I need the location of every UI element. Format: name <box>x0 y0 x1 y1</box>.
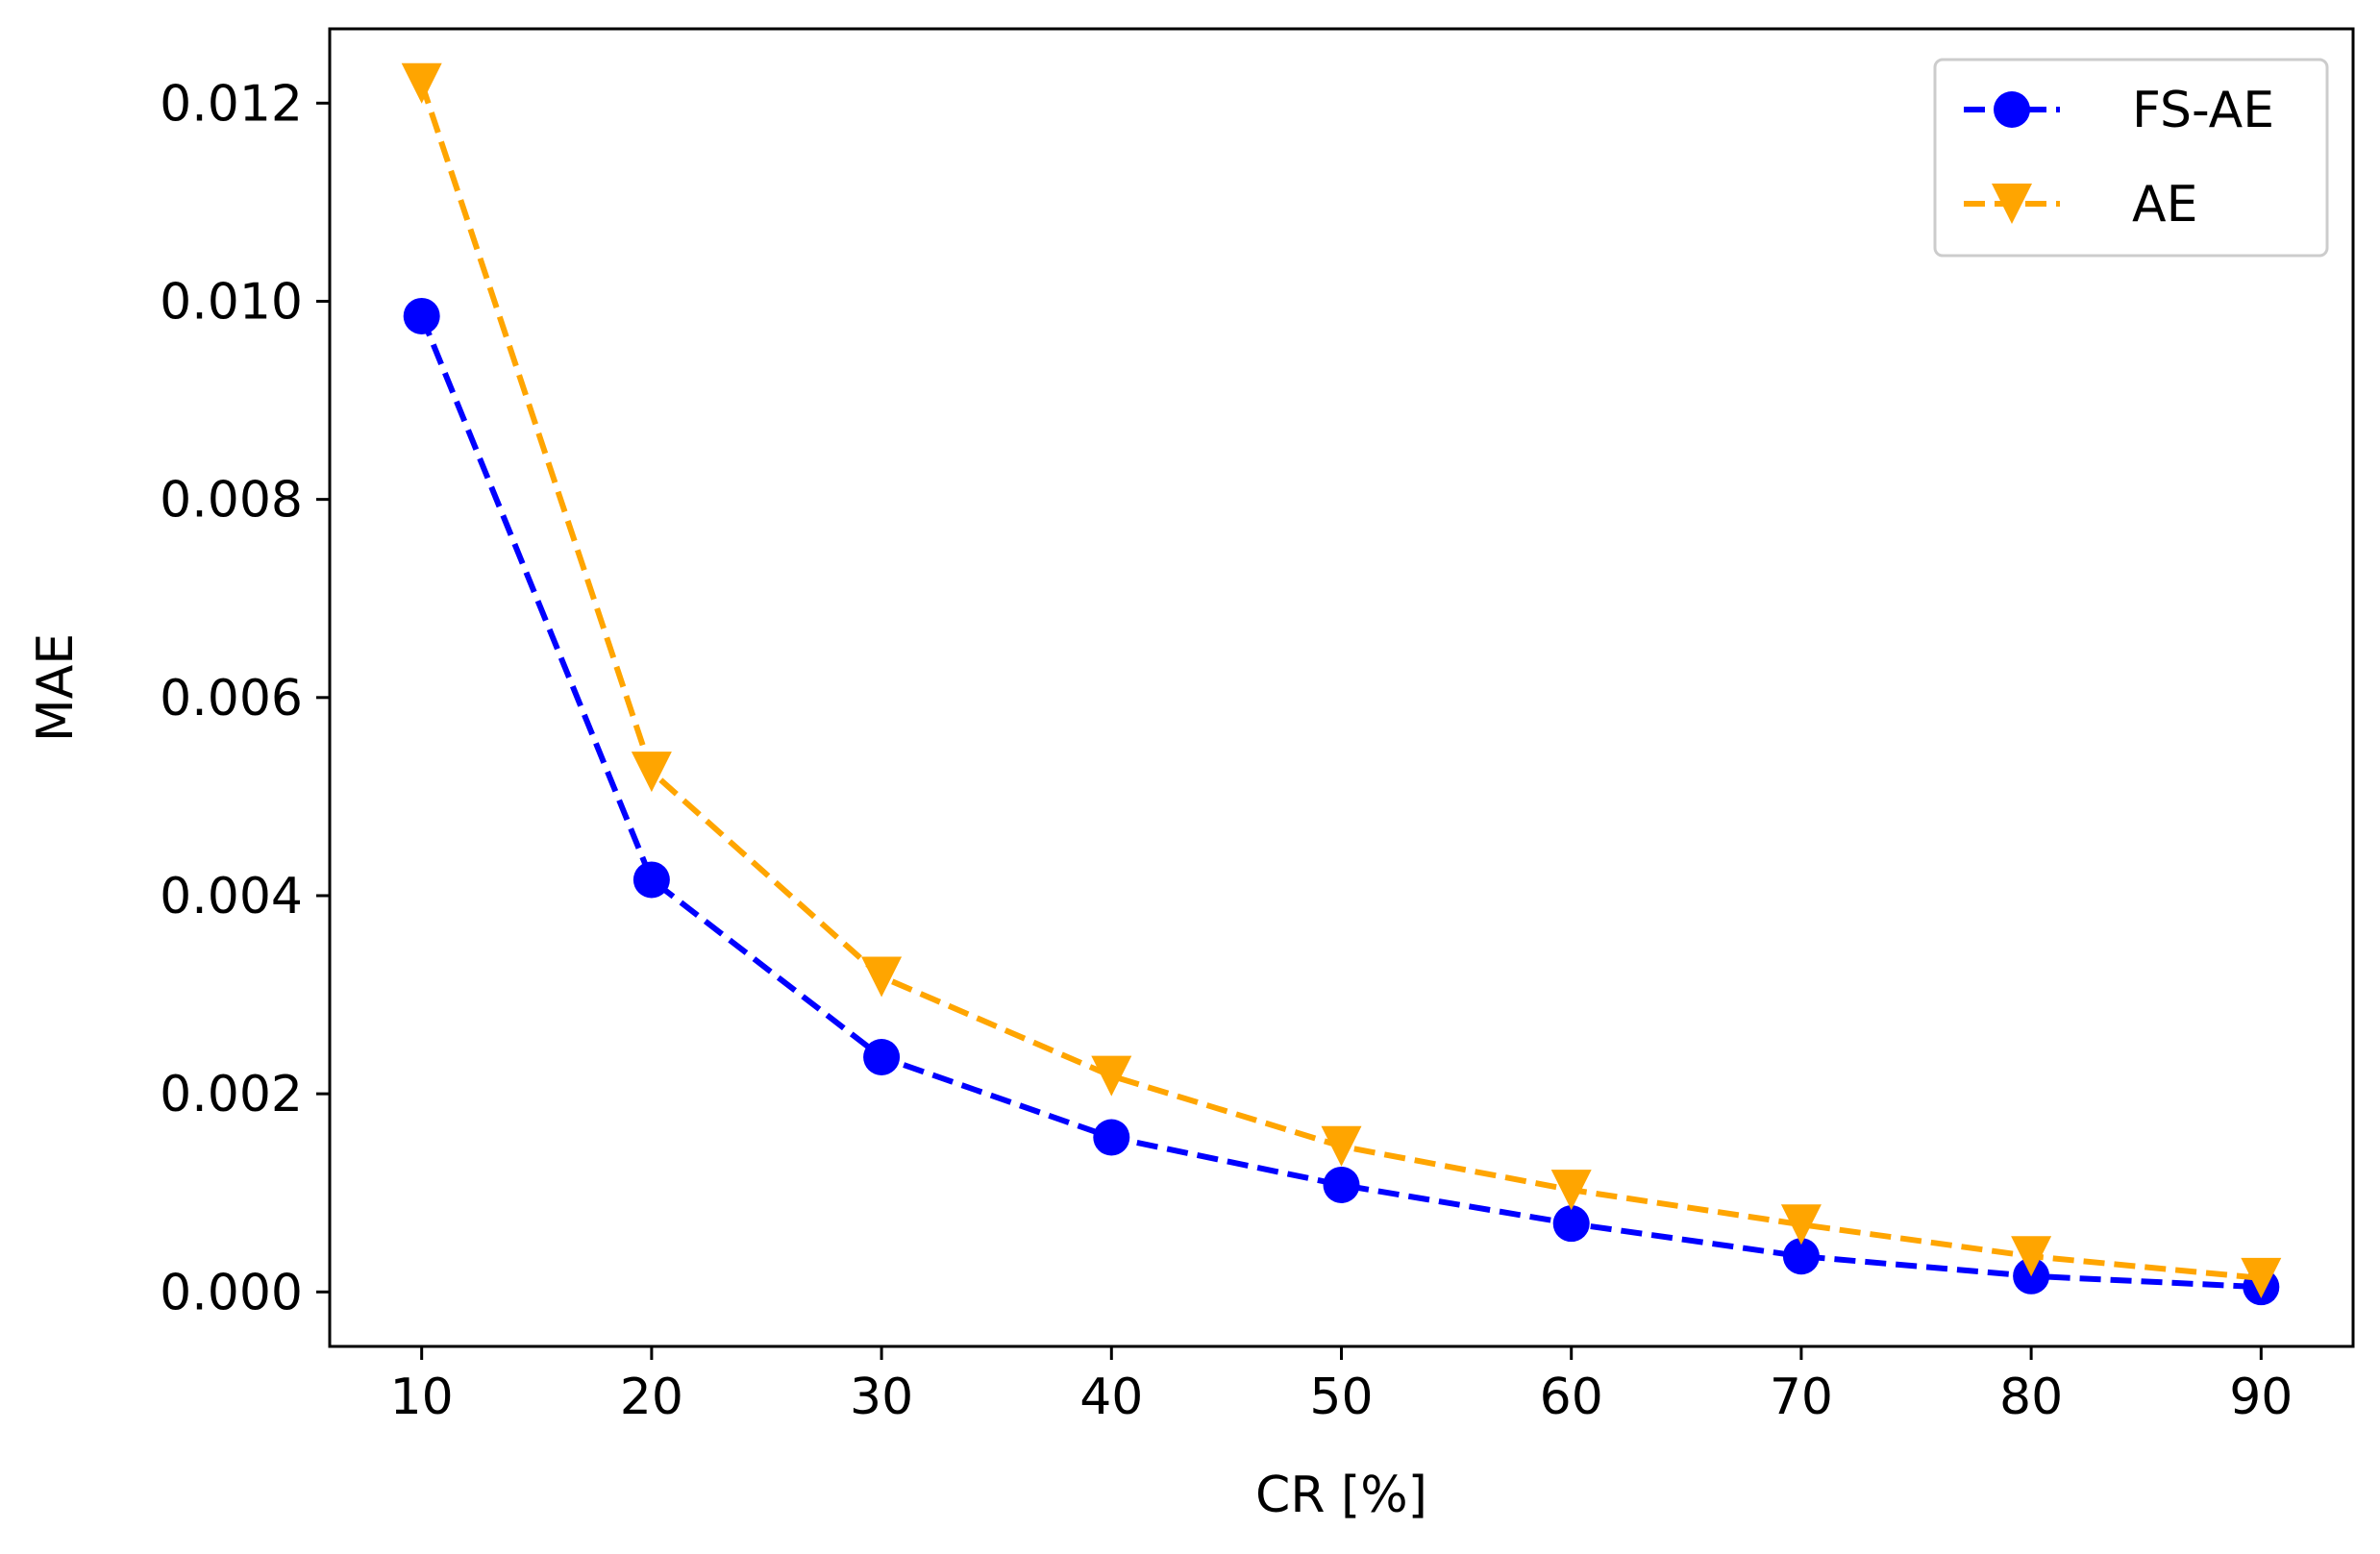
y-tick-label-3: 0.006 <box>160 670 303 728</box>
legend-marker-ae <box>1992 184 2032 224</box>
data-point-fs-ae-60 <box>1552 1205 1590 1243</box>
legend-label-ae: AE <box>2132 176 2197 234</box>
data-point-fs-ae-30 <box>863 1038 901 1075</box>
data-point-fs-ae-40 <box>1093 1119 1130 1156</box>
x-axis-title: CR [%] <box>1255 1467 1427 1524</box>
x-tick-label-90: 90 <box>2229 1369 2293 1426</box>
legend-label-fs-ae: FS-AE <box>2132 82 2274 139</box>
data-point-ae-70 <box>1780 1204 1822 1246</box>
y-tick-label-0: 0.000 <box>160 1264 303 1321</box>
data-point-fs-ae-70 <box>1782 1238 1820 1275</box>
x-tick-label-10: 10 <box>390 1369 454 1426</box>
x-tick-label-20: 20 <box>620 1369 683 1426</box>
y-tick-label-4: 0.008 <box>160 472 303 530</box>
data-point-ae-10 <box>401 62 442 104</box>
data-point-fs-ae-10 <box>403 297 440 334</box>
x-tick-label-80: 80 <box>1999 1369 2063 1426</box>
data-point-fs-ae-20 <box>632 861 670 899</box>
data-point-ae-60 <box>1550 1170 1592 1211</box>
y-tick-label-1: 0.002 <box>160 1066 303 1123</box>
data-point-ae-40 <box>1091 1055 1132 1097</box>
series-layer <box>401 62 2282 1306</box>
y-tick-label-5: 0.010 <box>160 273 303 331</box>
legend-marker-fs-ae <box>1994 91 2030 128</box>
x-tick-label-70: 70 <box>1770 1369 1833 1426</box>
y-tick-label-2: 0.004 <box>160 868 303 925</box>
data-point-fs-ae-50 <box>1323 1166 1360 1203</box>
x-tick-label-60: 60 <box>1540 1369 1603 1426</box>
data-point-ae-50 <box>1321 1125 1362 1167</box>
data-point-ae-90 <box>2241 1257 2282 1298</box>
axes-layer: 10 20 30 40 50 60 70 80 90 0.000 0.002 0.004 0.006 0.… <box>160 27 2355 1426</box>
x-tick-label-50: 50 <box>1309 1369 1373 1426</box>
y-tick-label-6: 0.012 <box>160 75 303 133</box>
legend: FS-AE AE <box>1933 58 2329 258</box>
data-point-ae-30 <box>861 956 903 998</box>
x-tick-label-40: 40 <box>1079 1369 1143 1426</box>
data-point-ae-80 <box>2011 1236 2052 1277</box>
data-point-ae-20 <box>631 752 672 793</box>
x-tick-label-30: 30 <box>850 1369 913 1426</box>
y-axis-title: MAE <box>27 633 85 742</box>
